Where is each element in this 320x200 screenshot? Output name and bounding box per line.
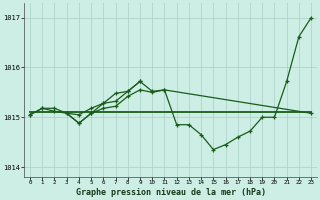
X-axis label: Graphe pression niveau de la mer (hPa): Graphe pression niveau de la mer (hPa) (76, 188, 266, 197)
